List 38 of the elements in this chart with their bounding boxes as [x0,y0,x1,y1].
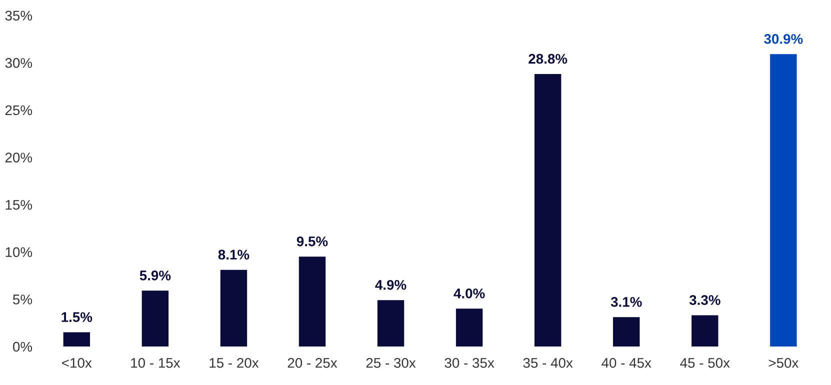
data-label: 28.8% [528,54,568,64]
x-tick-label: 15 - 20x [210,358,259,368]
bar [456,308,483,346]
x-tick-label: 25 - 30x [366,358,416,368]
data-label: 1.5% [62,312,92,322]
data-label: 8.1% [218,250,250,260]
data-label: 4.9% [375,280,406,290]
data-label: 3.1% [610,297,642,307]
x-tick-label: <10x [62,358,92,368]
bar [613,317,640,346]
bar [377,300,404,346]
bar [534,74,562,346]
y-tick-label: 30% [5,58,32,68]
bar [770,54,797,346]
y-tick-label: 20% [5,152,32,162]
data-label: 3.3% [689,295,720,305]
bar [142,290,169,346]
data-label: 5.9% [140,270,171,280]
x-tick-label: 40 - 45x [602,358,652,368]
y-tick-label: 35% [5,10,32,21]
data-label: 9.5% [296,236,328,246]
y-tick-label: 10% [6,247,32,258]
bar [220,270,248,346]
x-tick-label: 35 - 40x [523,358,573,368]
data-label: 30.9% [764,34,803,44]
x-tick-label: >50x [768,358,799,368]
bar [298,256,326,346]
x-tick-label: 30 - 35x [444,358,494,368]
x-tick-label: 10 - 15x [131,358,180,368]
data-label: 4.0% [454,288,485,298]
y-tick-label: 0% [13,342,32,352]
bar [63,332,90,346]
x-tick-label: 20 - 25x [288,358,338,368]
y-tick-label: 5% [13,294,32,304]
y-tick-label: 25% [5,105,32,116]
bar [692,315,718,346]
x-tick-label: 45 - 50x [680,358,730,368]
y-tick-label: 15% [6,200,32,210]
